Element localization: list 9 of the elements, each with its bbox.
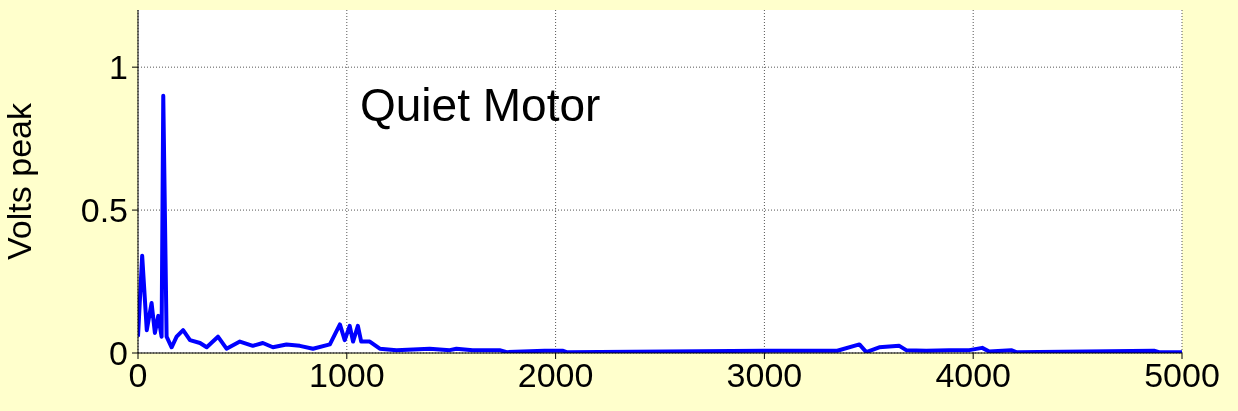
annotation: Quiet Motor bbox=[360, 78, 601, 132]
x-tick-label: 1000 bbox=[308, 356, 385, 395]
y-axis-title: Volts peak bbox=[0, 102, 39, 260]
y-tick-label: 0.5 bbox=[80, 191, 128, 230]
x-tick-label: 5000 bbox=[1144, 356, 1220, 395]
y-tick-label: 1 bbox=[109, 48, 128, 87]
x-tick-label: 2000 bbox=[517, 356, 594, 395]
x-tick-label: 3000 bbox=[726, 356, 803, 395]
x-tick-label: 4000 bbox=[935, 356, 1012, 395]
